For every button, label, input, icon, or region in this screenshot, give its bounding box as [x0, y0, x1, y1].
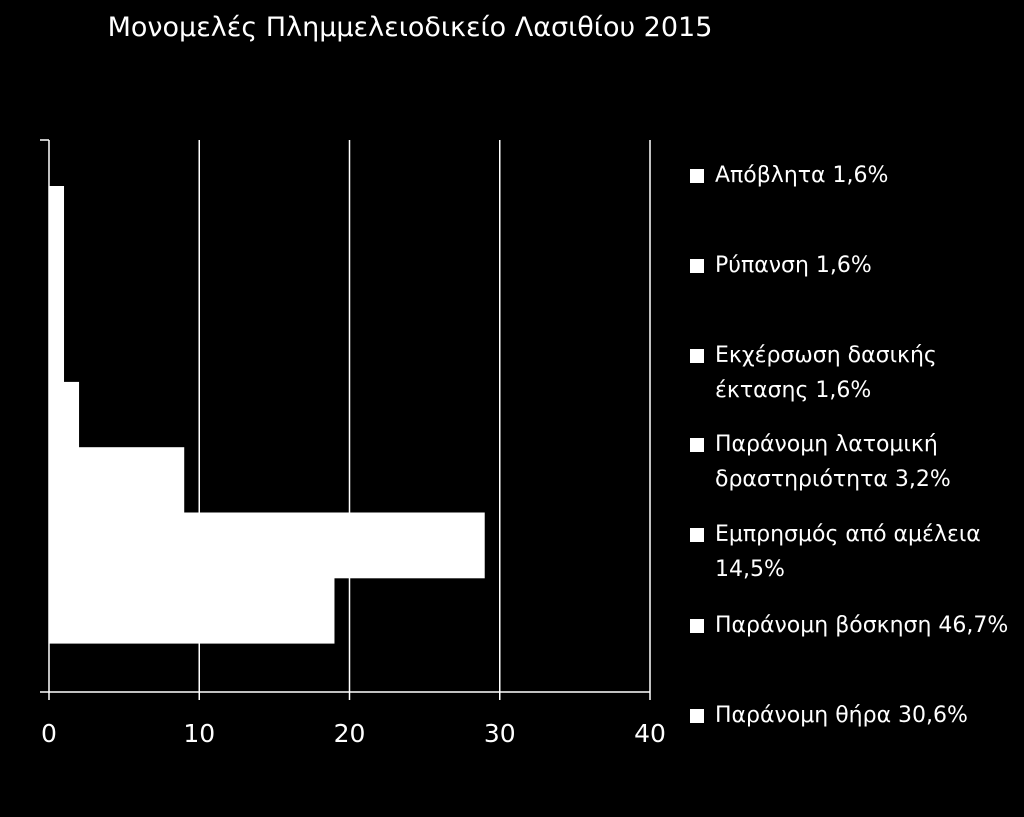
legend-label: Παράνομη βόσκηση 46,7%	[715, 613, 1009, 638]
bar	[49, 381, 80, 448]
bar	[49, 577, 335, 644]
bar	[49, 251, 65, 318]
x-tick-label: 40	[634, 719, 666, 748]
legend-item-forest-clearing: Εκχέρσωση δασικής έκτασης 1,6%	[690, 338, 980, 408]
legend-swatch	[690, 619, 704, 633]
bar	[49, 186, 65, 252]
legend-item-grazing: Παράνομη βόσκηση 46,7%	[690, 608, 1024, 643]
legend-swatch	[690, 528, 704, 542]
legend-item-waste: Απόβλητα 1,6%	[690, 158, 1024, 193]
legend-swatch	[690, 438, 704, 452]
legend-swatch	[690, 259, 704, 273]
legend-item-arson: Εμπρησμός από αμέλεια 14,5%	[690, 517, 1010, 587]
x-tick-label: 10	[183, 719, 215, 748]
x-tick-label: 0	[41, 719, 57, 748]
bar	[49, 447, 185, 513]
legend-swatch	[690, 169, 704, 183]
legend-label: Εκχέρσωση δασικής έκτασης 1,6%	[715, 343, 937, 403]
x-tick-label: 20	[334, 719, 366, 748]
x-tick-label: 30	[484, 719, 516, 748]
legend-swatch	[690, 709, 704, 723]
legend-item-quarrying: Παράνομη λατομική δραστηριότητα 3,2%	[690, 427, 980, 497]
legend-label: Απόβλητα 1,6%	[715, 163, 889, 188]
chart-title: Μονομελές Πλημμελειοδικείο Λασιθίου 2015	[107, 12, 713, 43]
legend-label: Παράνομη λατομική δραστηριότητα 3,2%	[715, 432, 951, 492]
legend-item-pollution: Ρύπανση 1,6%	[690, 248, 1024, 283]
legend-label: Εμπρησμός από αμέλεια 14,5%	[715, 522, 981, 582]
legend-label: Ρύπανση 1,6%	[715, 253, 872, 278]
legend-swatch	[690, 349, 704, 363]
bar-chart: 0 10 20 30 40	[40, 139, 666, 748]
bar	[49, 316, 65, 383]
bar	[49, 512, 485, 579]
legend-label: Παράνομη θήρα 30,6%	[715, 703, 968, 728]
legend-item-hunting: Παράνομη θήρα 30,6%	[690, 698, 1024, 733]
